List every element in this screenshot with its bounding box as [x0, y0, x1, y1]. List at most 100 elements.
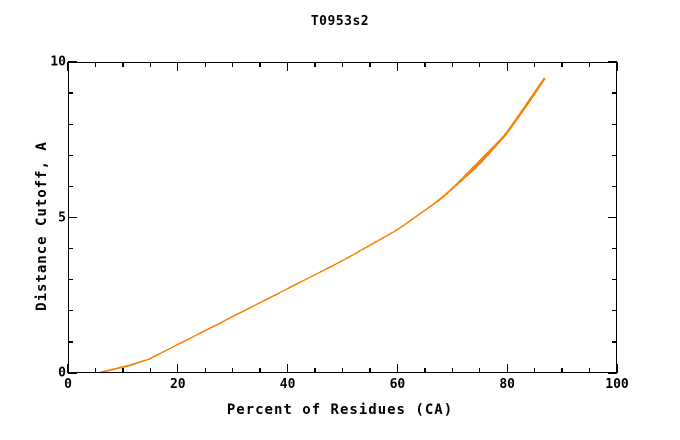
x-tick-bottom: [314, 368, 316, 373]
distance-cutoff-curve: [101, 78, 546, 372]
distance-cutoff-curve: [101, 78, 546, 372]
distance-cutoff-curve: [101, 78, 546, 372]
distance-cutoff-curve: [102, 78, 546, 372]
x-tick-bottom: [149, 368, 152, 373]
distance-cutoff-curve: [102, 78, 546, 372]
distance-cutoff-curve: [100, 78, 546, 372]
y-tick-left: [68, 154, 73, 156]
distance-cutoff-curve: [101, 78, 546, 372]
curve-bundle: [100, 78, 546, 372]
distance-cutoff-curve: [102, 78, 546, 372]
x-axis-label: Percent of Residues (CA): [226, 402, 454, 418]
x-tick-bottom: [94, 368, 97, 373]
distance-cutoff-curve: [103, 78, 546, 372]
x-tick-bottom: [122, 368, 124, 373]
y-tick-label: 5: [58, 210, 66, 225]
distance-cutoff-curve: [101, 78, 546, 372]
distance-cutoff-curve: [102, 78, 546, 372]
x-tick-top: [341, 62, 344, 67]
distance-cutoff-curve: [101, 78, 545, 372]
distance-cutoff-curve: [101, 78, 546, 372]
distance-cutoff-curve: [101, 78, 546, 372]
distance-cutoff-curve: [103, 78, 546, 372]
x-tick-bottom: [479, 368, 481, 373]
x-tick-top: [94, 62, 97, 67]
y-tick-right: [612, 310, 617, 312]
x-tick-bottom: [396, 364, 399, 373]
x-tick-bottom: [561, 368, 563, 373]
distance-cutoff-curve: [101, 78, 545, 372]
distance-cutoff-curve: [102, 78, 546, 372]
distance-cutoff-curve: [100, 78, 545, 372]
distance-cutoff-curve: [101, 78, 546, 372]
distance-cutoff-curve: [102, 78, 546, 372]
distance-cutoff-curve: [100, 78, 546, 372]
distance-cutoff-curve: [100, 78, 546, 372]
distance-cutoff-curve: [102, 78, 546, 372]
distance-cutoff-curve: [101, 78, 545, 372]
y-tick-left: [68, 123, 73, 125]
distance-cutoff-curve: [102, 78, 545, 372]
x-tick-bottom: [259, 368, 261, 373]
distance-cutoff-curve: [101, 78, 546, 372]
distance-cutoff-curve: [102, 78, 546, 372]
distance-cutoff-curve: [101, 78, 546, 372]
distance-cutoff-curve: [102, 78, 545, 372]
x-tick-bottom: [232, 368, 234, 373]
distance-cutoff-curve: [102, 78, 546, 372]
y-tick-left: [68, 279, 73, 281]
distance-cutoff-curve: [102, 78, 546, 372]
distance-cutoff-curve: [101, 78, 545, 372]
x-tick-bottom: [451, 368, 453, 373]
distance-cutoff-curve: [102, 78, 546, 372]
distance-cutoff-curve: [100, 78, 545, 372]
distance-cutoff-curve: [100, 78, 545, 372]
distance-cutoff-curve: [102, 78, 546, 372]
distance-cutoff-curve: [100, 78, 546, 372]
distance-cutoff-curve: [102, 78, 545, 372]
x-tick-top: [122, 62, 124, 67]
x-tick-bottom: [204, 368, 206, 373]
y-tick-label: 0: [58, 365, 66, 381]
distance-cutoff-curve: [102, 78, 546, 372]
distance-cutoff-curve: [102, 78, 546, 372]
distance-cutoff-curve: [101, 78, 545, 372]
distance-cutoff-curve: [101, 78, 545, 372]
distance-cutoff-curve: [101, 78, 546, 372]
distance-cutoff-curve: [101, 78, 545, 372]
distance-cutoff-curve: [101, 78, 545, 372]
x-tick-top: [533, 62, 536, 67]
distance-cutoff-curve: [103, 78, 546, 372]
distance-cutoff-curve: [101, 78, 546, 372]
y-tick-right: [612, 92, 617, 94]
distance-cutoff-curve: [101, 78, 546, 372]
distance-cutoff-curve: [102, 78, 546, 372]
distance-cutoff-curve: [102, 78, 545, 372]
distance-cutoff-curve: [101, 78, 546, 372]
distance-cutoff-curve: [101, 78, 545, 372]
x-tick-top: [451, 62, 453, 67]
x-tick-bottom: [616, 364, 618, 373]
distance-cutoff-curve: [101, 78, 546, 372]
distance-cutoff-curve: [102, 78, 546, 372]
distance-cutoff-curve: [101, 78, 546, 372]
x-tick-bottom: [369, 368, 371, 373]
x-tick-bottom: [588, 368, 591, 373]
y-tick-left: [68, 341, 73, 343]
distance-cutoff-curve: [102, 78, 546, 372]
distance-cutoff-curve: [102, 78, 546, 372]
distance-cutoff-curve: [102, 78, 545, 372]
distance-cutoff-curve: [103, 78, 546, 372]
distance-cutoff-curve: [100, 78, 545, 372]
x-tick-top: [286, 62, 289, 71]
distance-cutoff-curve: [102, 78, 546, 372]
x-tick-top: [232, 62, 234, 67]
distance-cutoff-curve: [100, 78, 546, 372]
distance-cutoff-curve: [100, 78, 545, 372]
distance-cutoff-curve: [103, 78, 545, 372]
x-tick-top: [396, 62, 399, 71]
distance-cutoff-curve: [102, 78, 545, 372]
distance-cutoff-curve: [101, 78, 546, 372]
distance-cutoff-curve: [101, 78, 545, 372]
